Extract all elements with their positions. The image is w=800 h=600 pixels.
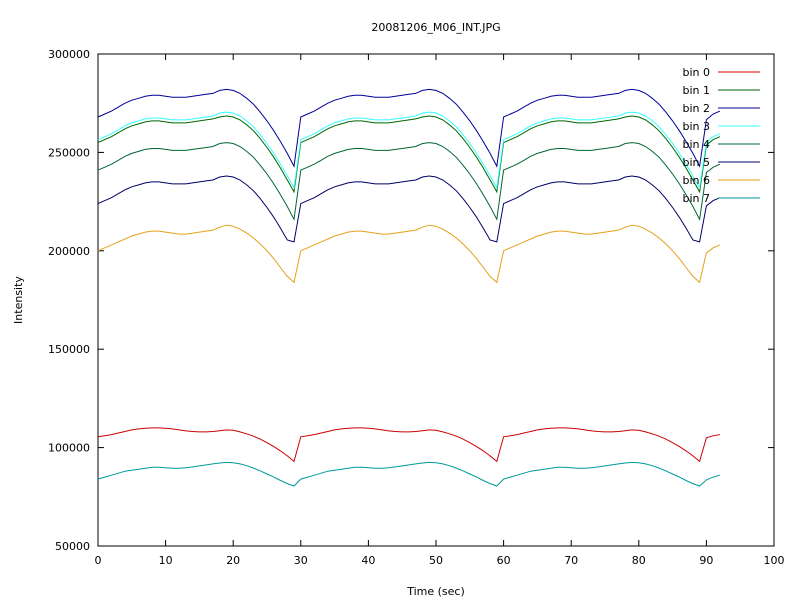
x-axis-title: Time (sec) — [406, 585, 465, 598]
legend-label: bin 0 — [682, 66, 710, 79]
legend-label: bin 2 — [682, 102, 710, 115]
legend-label: bin 3 — [682, 120, 710, 133]
x-tick-label: 50 — [429, 554, 443, 567]
series-lines — [97, 88, 721, 487]
y-tick-label: 100000 — [48, 442, 90, 455]
legend-label: bin 5 — [682, 156, 710, 169]
legend-label: bin 6 — [682, 174, 710, 187]
y-tick-label: 50000 — [55, 540, 90, 553]
series-line-bin-1 — [97, 115, 721, 194]
series-line-bin-2 — [97, 88, 721, 168]
y-tick-label: 200000 — [48, 245, 90, 258]
chart-title: 20081206_M06_INT.JPG — [371, 21, 500, 34]
x-tick-label: 20 — [226, 554, 240, 567]
plot-frame — [97, 53, 775, 547]
y-tick-label: 250000 — [48, 146, 90, 159]
y-tick-label: 150000 — [48, 343, 90, 356]
legend: bin 0 bin 1 bin 2 bin 3 bin 4 bin 5 bin 6 bin 7 — [682, 66, 760, 205]
x-tick-label: 80 — [632, 554, 646, 567]
series-line-bin-7 — [97, 461, 721, 487]
x-tick-label: 70 — [564, 554, 578, 567]
x-tick-label: 90 — [699, 554, 713, 567]
series-line-bin-0 — [97, 427, 720, 463]
x-tick-label: 40 — [361, 554, 375, 567]
series-line-bin-4 — [97, 142, 721, 221]
x-axis: 0 10 20 30 40 50 60 70 80 90 100 — [95, 54, 785, 567]
x-tick-label: 60 — [497, 554, 511, 567]
series-line-bin-3 — [97, 111, 721, 190]
x-tick-label: 0 — [95, 554, 102, 567]
x-tick-label: 30 — [294, 554, 308, 567]
y-axis: 50000 100000 150000 200000 250000 300000 — [48, 48, 774, 553]
y-axis-title: Intensity — [12, 276, 25, 324]
x-tick-label: 100 — [764, 554, 785, 567]
x-tick-label: 10 — [159, 554, 173, 567]
y-tick-label: 300000 — [48, 48, 90, 61]
legend-label: bin 1 — [682, 84, 710, 97]
series-line-bin-6 — [97, 224, 721, 284]
legend-label: bin 4 — [682, 138, 710, 151]
legend-label: bin 7 — [682, 192, 710, 205]
series-line-bin-5 — [97, 175, 721, 243]
